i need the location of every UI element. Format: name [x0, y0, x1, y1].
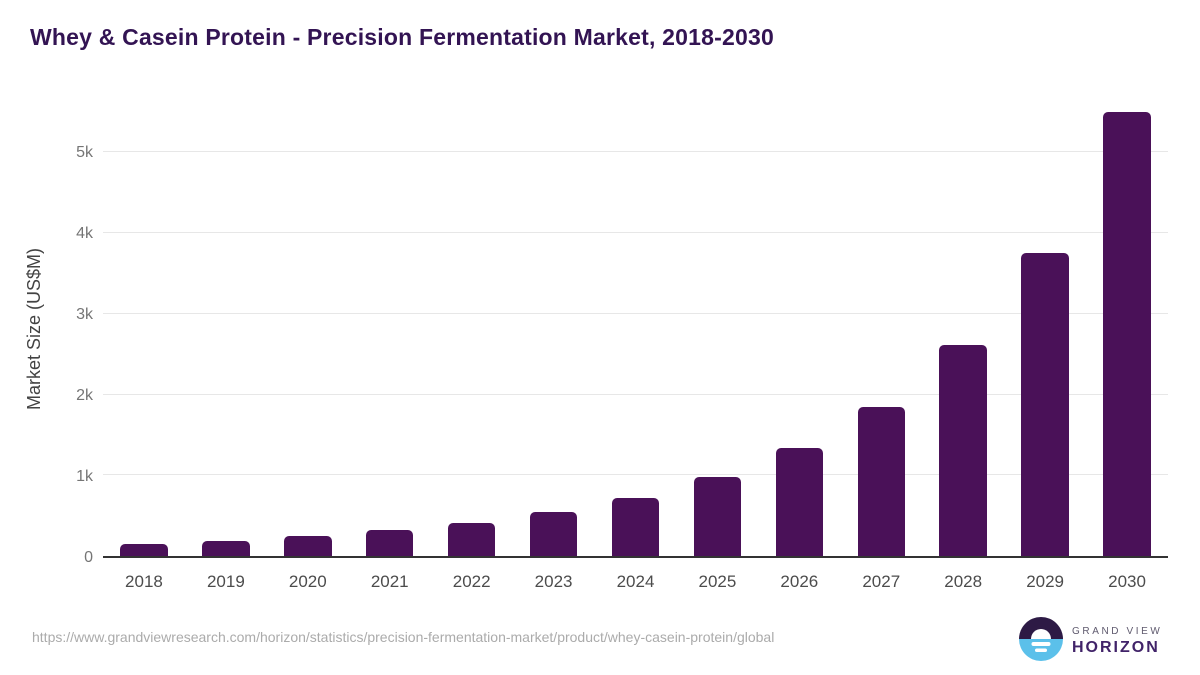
bar-2029[interactable] — [1021, 253, 1069, 556]
horizon-sun-icon — [1019, 617, 1063, 666]
grand-view-horizon-logo: GRAND VIEW HORIZON — [1019, 617, 1162, 666]
bar-2024[interactable] — [611, 497, 660, 556]
bar-slot-2018 — [103, 100, 185, 556]
bar-2022[interactable] — [447, 522, 496, 556]
bar-slot-2021 — [349, 100, 431, 556]
bar-slot-2030 — [1086, 100, 1168, 556]
y-tick-label-1k: 1k — [76, 467, 93, 485]
bar-slot-2022 — [431, 100, 513, 556]
bar-slot-2028 — [922, 100, 1004, 556]
x-tick-label-2018: 2018 — [125, 572, 163, 591]
bars-row — [103, 100, 1168, 556]
bar-slot-2020 — [267, 100, 349, 556]
x-tick-label-2022: 2022 — [452, 572, 491, 591]
bar-slot-2027 — [840, 100, 922, 556]
bar-slot-2026 — [758, 100, 840, 556]
bar-2019[interactable] — [202, 540, 250, 556]
plot-area — [103, 100, 1168, 558]
chart-title: Whey & Casein Protein - Precision Fermen… — [30, 24, 774, 50]
x-tick-label-2028: 2028 — [944, 572, 983, 591]
y-tick-label-5k: 5k — [76, 143, 93, 161]
x-tick-label-2025: 2025 — [698, 572, 737, 591]
x-tick-label-2019: 2019 — [206, 572, 245, 591]
bar-slot-2024 — [595, 100, 677, 556]
x-axis-labels: 2018 2019 2020 2021 2022 2023 2024 2025 2026 2027… — [103, 572, 1168, 592]
x-tick-label-2030: 2030 — [1108, 572, 1146, 591]
gridline-1k — [103, 474, 1168, 476]
bar-2025[interactable] — [693, 477, 742, 556]
bar-slot-2023 — [513, 100, 595, 556]
bar-slot-2025 — [676, 100, 758, 556]
y-tick-label-2k: 2k — [76, 386, 93, 404]
x-tick-label-2024: 2024 — [616, 572, 655, 591]
bar-2028[interactable] — [939, 344, 987, 556]
source-url: https://www.grandviewresearch.com/horizo… — [32, 629, 775, 645]
gridline-4k — [103, 232, 1168, 234]
bar-2026[interactable] — [775, 448, 824, 556]
logo-text: GRAND VIEW HORIZON — [1072, 626, 1162, 657]
bar-2027[interactable] — [857, 406, 905, 556]
bar-2023[interactable] — [529, 512, 578, 556]
x-tick-label-2021: 2021 — [370, 572, 409, 591]
bar-2021[interactable] — [365, 530, 414, 556]
gridline-5k — [103, 151, 1168, 153]
logo-grand-view-label: GRAND VIEW — [1072, 626, 1163, 637]
y-tick-label-0: 0 — [84, 549, 93, 566]
logo-horizon-label: HORIZON — [1072, 639, 1160, 656]
bar-slot-2019 — [185, 100, 267, 556]
bar-2020[interactable] — [284, 536, 332, 556]
gridline-3k — [103, 312, 1168, 314]
gridline-2k — [103, 393, 1168, 395]
x-tick-label-2023: 2023 — [534, 572, 573, 591]
x-tick-label-2026: 2026 — [780, 572, 819, 591]
y-axis-labels: 0 1k 2k 3k 4k 5k — [0, 100, 93, 565]
x-tick-label-2029: 2029 — [1026, 572, 1065, 591]
bar-2030[interactable] — [1103, 112, 1151, 556]
y-tick-label-3k: 3k — [76, 305, 93, 323]
x-tick-label-2020: 2020 — [288, 572, 327, 591]
bar-slot-2029 — [1004, 100, 1086, 556]
y-tick-label-4k: 4k — [76, 224, 93, 242]
bar-2018[interactable] — [120, 543, 168, 556]
x-tick-label-2027: 2027 — [862, 572, 901, 591]
